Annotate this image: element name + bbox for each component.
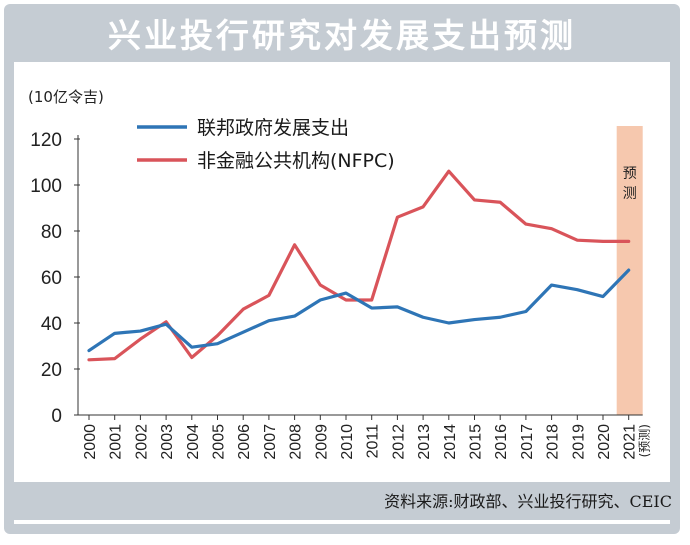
x-tick-label: 2007 — [262, 424, 279, 460]
forecast-label: 预 — [623, 166, 637, 182]
x-tick-label: 2020 — [596, 424, 613, 460]
source-bar — [14, 482, 670, 520]
x-tick-label: 2014 — [442, 424, 459, 460]
x-tick-label: 2001 — [108, 424, 125, 460]
x-tick-label: 2010 — [339, 424, 356, 460]
x-tick-label: 2016 — [493, 424, 510, 460]
y-tick-label: 60 — [41, 268, 62, 289]
x-tick-label: 2015 — [468, 424, 485, 460]
y-tick-label: 0 — [51, 406, 62, 427]
x-tick-sublabel: (预测) — [638, 424, 652, 457]
x-tick-label: 2013 — [416, 424, 433, 460]
x-tick-label: 2021 — [622, 424, 639, 460]
y-tick-label: 100 — [30, 176, 62, 197]
y-axis-unit: (10亿令吉) — [28, 88, 104, 106]
x-tick-label: 2002 — [133, 424, 150, 460]
source-note: 资料来源:财政部、兴业投行研究、CEIC — [384, 492, 672, 511]
y-tick-label: 120 — [30, 130, 62, 151]
y-tick-label: 80 — [41, 222, 62, 243]
y-tick-label: 40 — [41, 314, 62, 335]
x-tick-label: 2004 — [185, 424, 202, 460]
forecast-label: 测 — [623, 186, 637, 202]
legend-label-nfpc: 非金融公共机构(NFPC) — [197, 150, 395, 172]
y-tick-label: 20 — [41, 360, 62, 381]
x-tick-label: 2003 — [159, 424, 176, 460]
x-tick-label: 2009 — [313, 424, 330, 460]
x-tick-label: 2008 — [288, 424, 305, 460]
x-tick-label: 2005 — [211, 424, 228, 460]
series-line-nfpc — [87, 169, 631, 362]
x-tick-label: 2012 — [390, 424, 407, 460]
x-tick-label: 2018 — [545, 424, 562, 460]
x-tick-label: 2011 — [365, 424, 382, 459]
chart-title: 兴业投行研究对发展支出预测 — [108, 16, 576, 55]
x-tick-label: 2006 — [236, 424, 253, 460]
series-line-federal — [87, 268, 631, 353]
legend-label-federal: 联邦政府发展支出 — [197, 117, 349, 139]
x-tick-label: 2017 — [519, 424, 536, 460]
x-tick-label: 2019 — [570, 424, 587, 460]
x-tick-label: 2000 — [82, 424, 99, 460]
